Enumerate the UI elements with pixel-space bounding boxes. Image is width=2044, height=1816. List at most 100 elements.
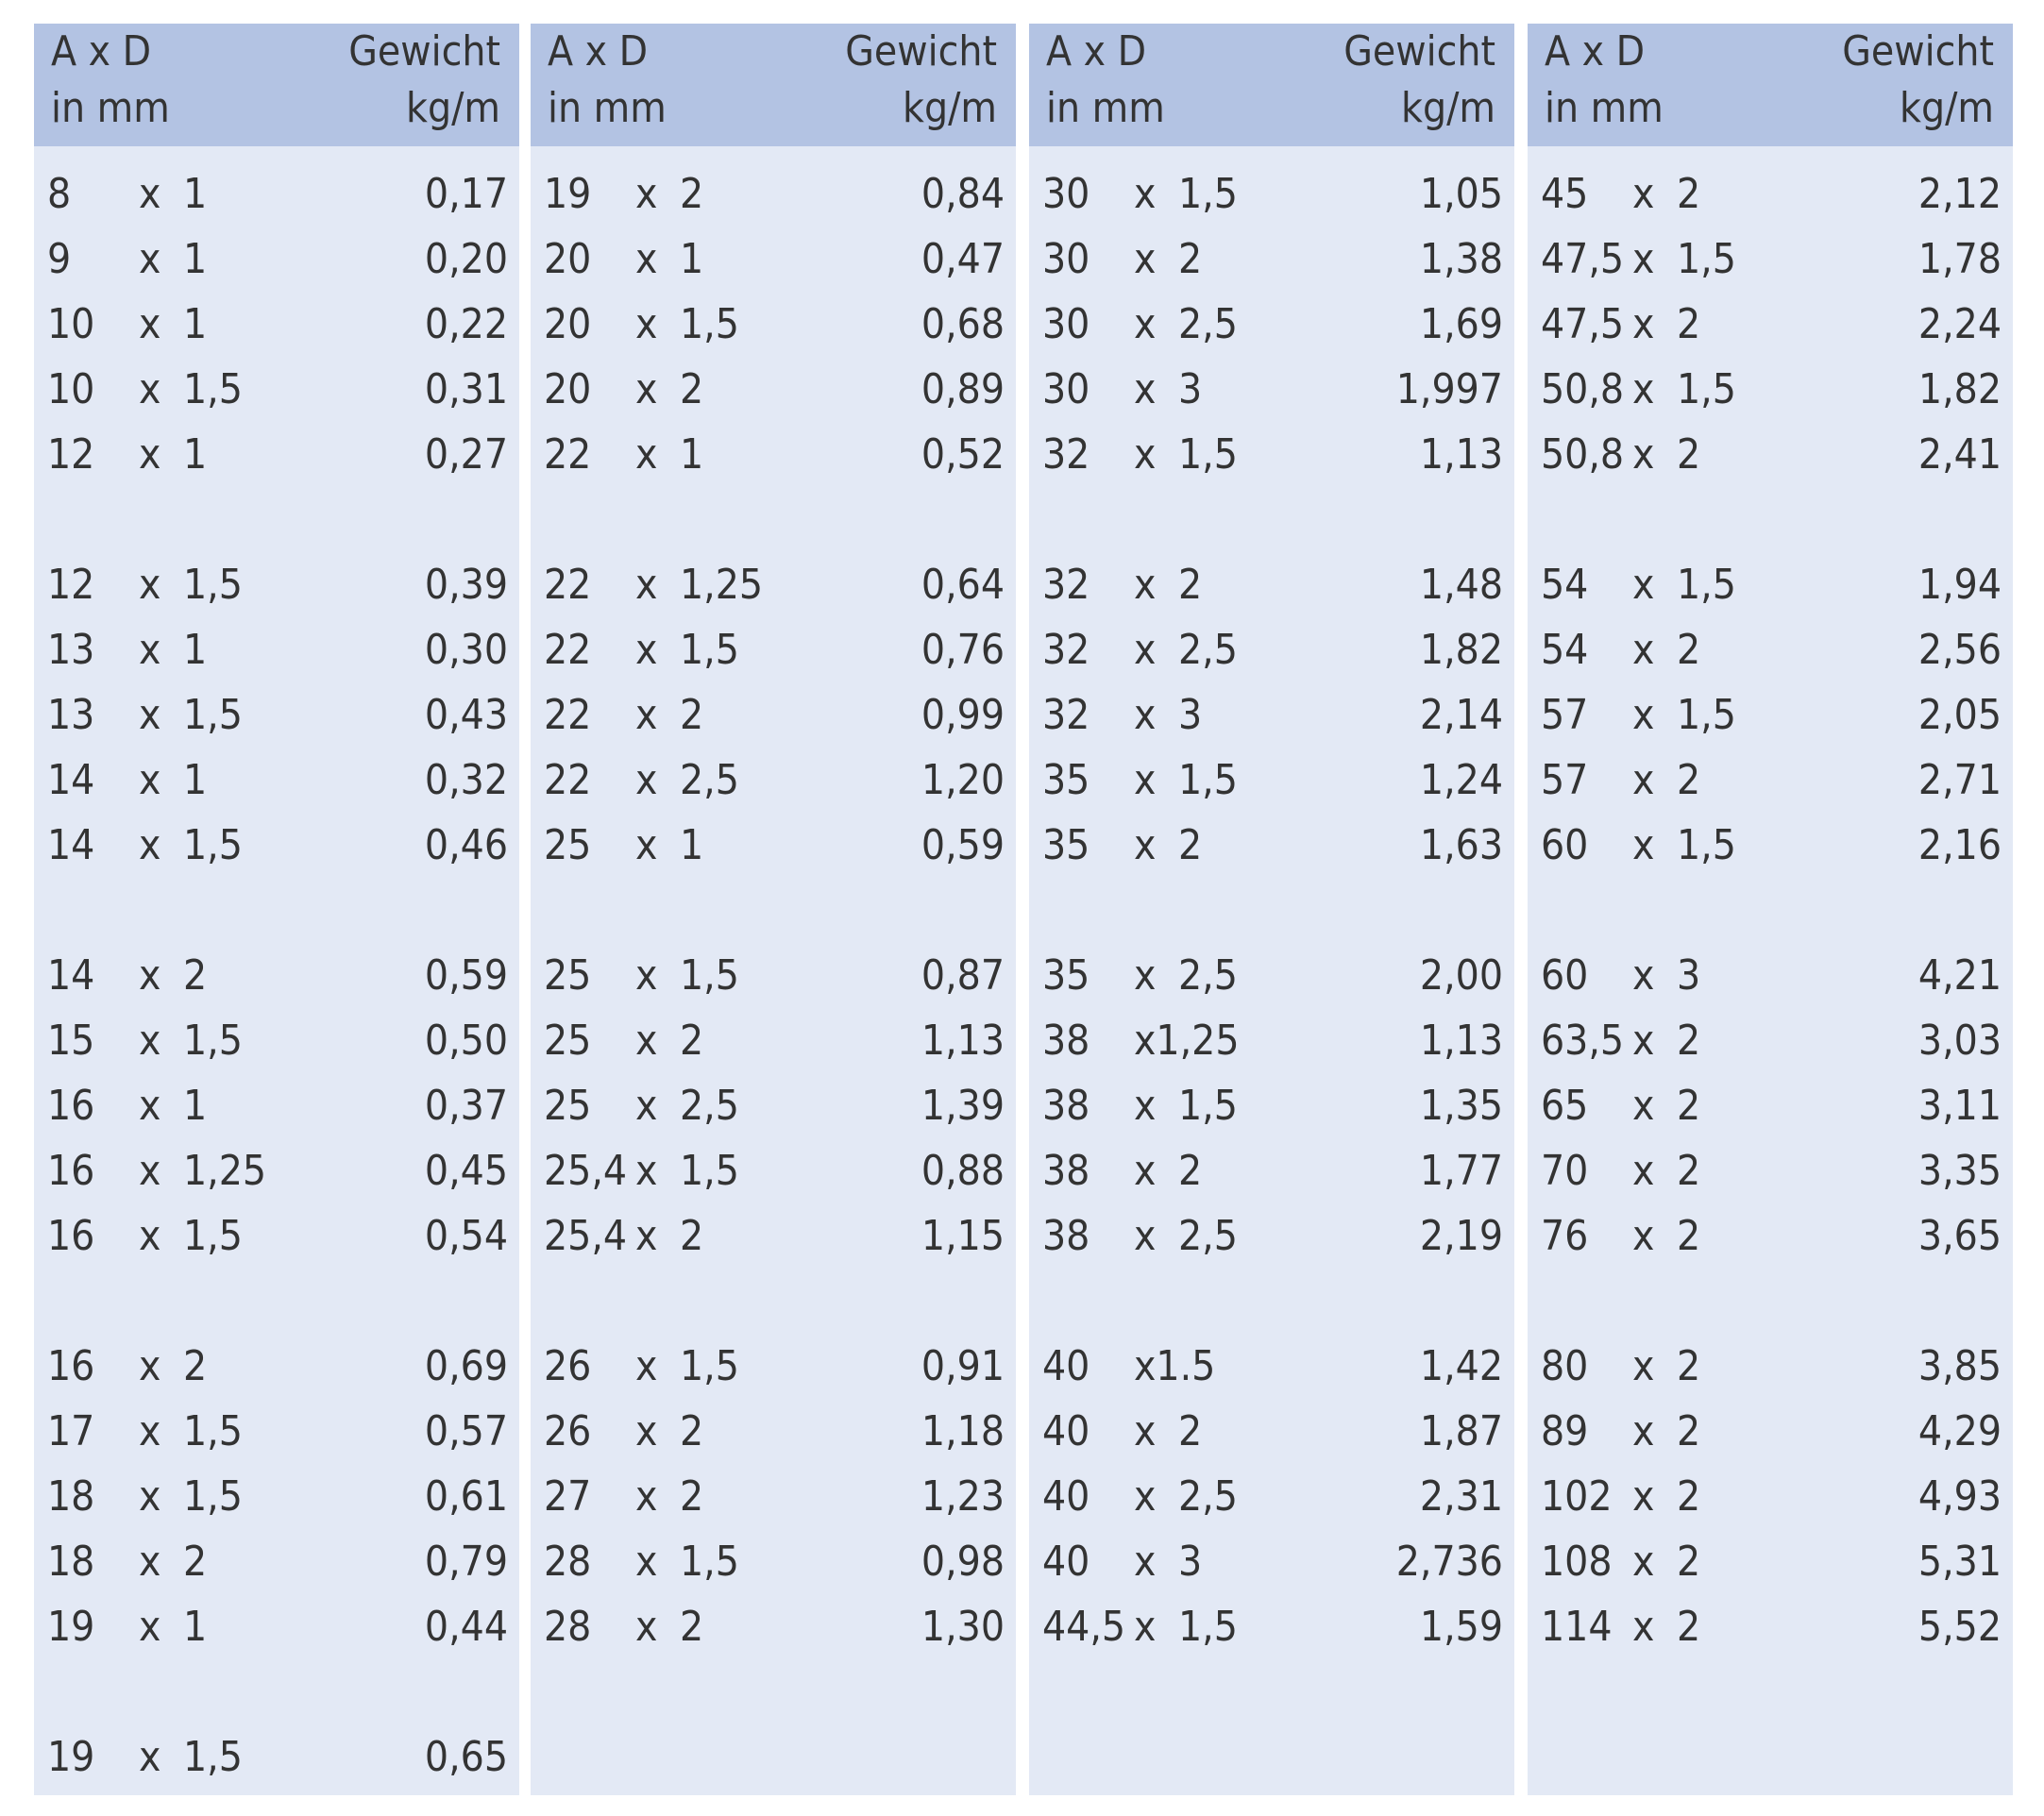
outer-diameter: 18 <box>47 1472 94 1521</box>
weight: 1,13 <box>1420 1017 1503 1065</box>
wall-thickness: 2 <box>1677 1342 1700 1390</box>
weight: 1,18 <box>921 1407 1005 1455</box>
times: x <box>139 1407 160 1455</box>
weight: 1,35 <box>1420 1082 1503 1130</box>
weight: 3,35 <box>1918 1147 2002 1195</box>
times: x <box>1134 951 1156 1000</box>
wall-thickness: 1 <box>183 300 207 348</box>
outer-diameter: 50,8 <box>1541 365 1624 413</box>
weight: 0,20 <box>425 235 508 283</box>
times: x <box>139 1082 160 1130</box>
weight: 1,20 <box>921 756 1005 804</box>
weight: 2,31 <box>1420 1472 1503 1521</box>
outer-diameter: 45 <box>1541 170 1588 218</box>
wall-thickness: 1,5 <box>1677 235 1736 283</box>
weight: 2,00 <box>1420 951 1503 1000</box>
wall-thickness: 1 <box>680 430 703 479</box>
times: x <box>635 235 657 283</box>
weight-unit: kg/m <box>406 84 500 132</box>
weight: 0,32 <box>425 756 508 804</box>
times: x <box>635 821 657 869</box>
weight: 0,39 <box>425 561 508 609</box>
times: x <box>139 756 160 804</box>
outer-diameter: 50,8 <box>1541 430 1624 479</box>
weight-unit: kg/m <box>1401 84 1495 132</box>
wall-thickness: 1 <box>183 1603 207 1651</box>
weight: 0,57 <box>425 1407 508 1455</box>
outer-diameter: 57 <box>1541 691 1588 739</box>
weight: 0,37 <box>425 1082 508 1130</box>
wall-thickness: 1 <box>183 756 207 804</box>
wall-thickness: 1,5 <box>1677 691 1736 739</box>
weight: 3,85 <box>1918 1342 2002 1390</box>
outer-diameter: 25 <box>544 951 591 1000</box>
outer-diameter: 10 <box>47 365 94 413</box>
wall-thickness: 1,25 <box>183 1147 266 1195</box>
outer-diameter: 38 <box>1042 1017 1090 1065</box>
wall-thickness: 2 <box>1677 1407 1700 1455</box>
weight: 0,76 <box>921 626 1005 674</box>
header-bg <box>34 24 519 146</box>
times: x <box>139 691 160 739</box>
wall-thickness: 2 <box>1677 1212 1700 1260</box>
outer-diameter: 12 <box>47 430 94 479</box>
wall-thickness: 2,5 <box>1178 951 1238 1000</box>
wall-thickness: 1 <box>183 170 207 218</box>
weight: 1,24 <box>1420 756 1503 804</box>
wall-thickness: 1,5 <box>1178 756 1238 804</box>
wall-thickness: 1,5 <box>680 300 739 348</box>
weight: 3,11 <box>1918 1082 2002 1130</box>
outer-diameter: 28 <box>544 1538 591 1586</box>
weight: 2,05 <box>1918 691 2002 739</box>
outer-diameter: 40 <box>1042 1538 1090 1586</box>
times: x <box>635 1082 657 1130</box>
outer-diameter: 25,4 <box>544 1212 627 1260</box>
weight: 0,27 <box>425 430 508 479</box>
wall-thickness: 2 <box>1677 1082 1700 1130</box>
outer-diameter: 57 <box>1541 756 1588 804</box>
weight: 2,56 <box>1918 626 2002 674</box>
weight: 0,52 <box>921 430 1005 479</box>
wall-thickness: 1 <box>183 1082 207 1130</box>
outer-diameter: 38 <box>1042 1147 1090 1195</box>
outer-diameter: 17 <box>47 1407 94 1455</box>
wall-thickness: 2 <box>183 1342 207 1390</box>
outer-diameter: 26 <box>544 1407 591 1455</box>
times: x <box>139 951 160 1000</box>
times: x <box>635 365 657 413</box>
outer-diameter: 16 <box>47 1212 94 1260</box>
times: x <box>1134 1407 1156 1455</box>
wall-thickness: x1,25 <box>1134 1017 1240 1065</box>
outer-diameter: 22 <box>544 756 591 804</box>
weight: 1,42 <box>1420 1342 1503 1390</box>
size-unit: in mm <box>51 84 170 132</box>
times: x <box>1134 1082 1156 1130</box>
wall-thickness: 2 <box>1677 756 1700 804</box>
weight: 2,24 <box>1918 300 2002 348</box>
weight: 1,87 <box>1420 1407 1503 1455</box>
size-label: A x D <box>548 27 648 76</box>
wall-thickness: 1,5 <box>1178 170 1238 218</box>
wall-thickness: 1,5 <box>1178 1603 1238 1651</box>
times: x <box>635 626 657 674</box>
times: x <box>1134 691 1156 739</box>
wall-thickness: 2 <box>1677 626 1700 674</box>
outer-diameter: 80 <box>1541 1342 1588 1390</box>
wall-thickness: 2 <box>1677 170 1700 218</box>
times: x <box>139 1017 160 1065</box>
wall-thickness: 1 <box>183 235 207 283</box>
times: x <box>635 691 657 739</box>
weight: 0,17 <box>425 170 508 218</box>
wall-thickness: 1,5 <box>1178 430 1238 479</box>
body-bg <box>1528 146 2013 1795</box>
outer-diameter: 40 <box>1042 1472 1090 1521</box>
weight: 0,45 <box>425 1147 508 1195</box>
wall-thickness: 1,5 <box>1677 561 1736 609</box>
times: x <box>139 300 160 348</box>
weight: 2,14 <box>1420 691 1503 739</box>
wall-thickness: 2 <box>1677 1538 1700 1586</box>
times: x <box>1632 756 1654 804</box>
weight-label: Gewicht <box>1842 27 1994 76</box>
wall-thickness: 1,5 <box>1178 1082 1238 1130</box>
wall-thickness: 2 <box>1677 1603 1700 1651</box>
